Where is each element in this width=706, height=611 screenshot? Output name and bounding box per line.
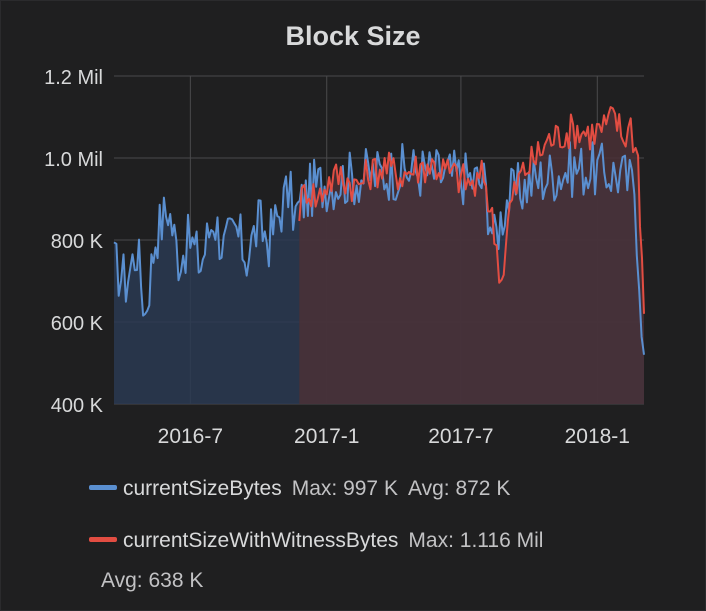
legend-swatch [89,484,117,490]
legend-max: Max: 997 K [291,477,398,500]
legend-series-name: currentSizeWithWitnessBytes [123,529,399,552]
y-tick-label: 1.2 Mil [44,67,103,89]
x-tick-label: 2016-7 [158,425,223,448]
legend-avg: Avg: 638 K [101,569,204,592]
chart-lines [113,106,645,355]
legend-series-name: currentSizeBytes [123,477,282,500]
series-line-0[interactable] [113,141,645,355]
series-line-1[interactable] [298,106,645,314]
y-tick-label: 800 K [51,231,104,253]
panel-title[interactable]: Block Size [285,21,421,51]
x-tick-label: 2017-1 [294,425,359,448]
x-tick-label: 2017-7 [428,425,493,448]
block-size-chart: 400 K 600 K 800 K 1.0 Mil 1.2 Mil 2016-7 2017… [44,67,645,448]
x-tick-label: 2018-1 [565,425,630,448]
legend-avg: Avg: 872 K [407,477,511,500]
y-axis: 400 K 600 K 800 K 1.0 Mil 1.2 Mil [44,67,104,417]
y-tick-label: 600 K [51,313,104,335]
x-axis: 2016-7 2017-1 2017-7 2018-1 [158,425,630,448]
legend-item-current-size-with-witness[interactable]: currentSizeWithWitnessBytes Max: 1.116 Mi… [89,529,543,553]
legend-max: Max: 1.116 Mil [408,529,544,552]
legend-item-current-size[interactable]: currentSizeBytes Max: 997 K Avg: 872 K [89,477,510,501]
chart-areas [114,107,644,404]
y-tick-label: 400 K [51,395,104,417]
legend-swatch [89,536,117,542]
y-tick-label: 1.0 Mil [44,149,103,171]
